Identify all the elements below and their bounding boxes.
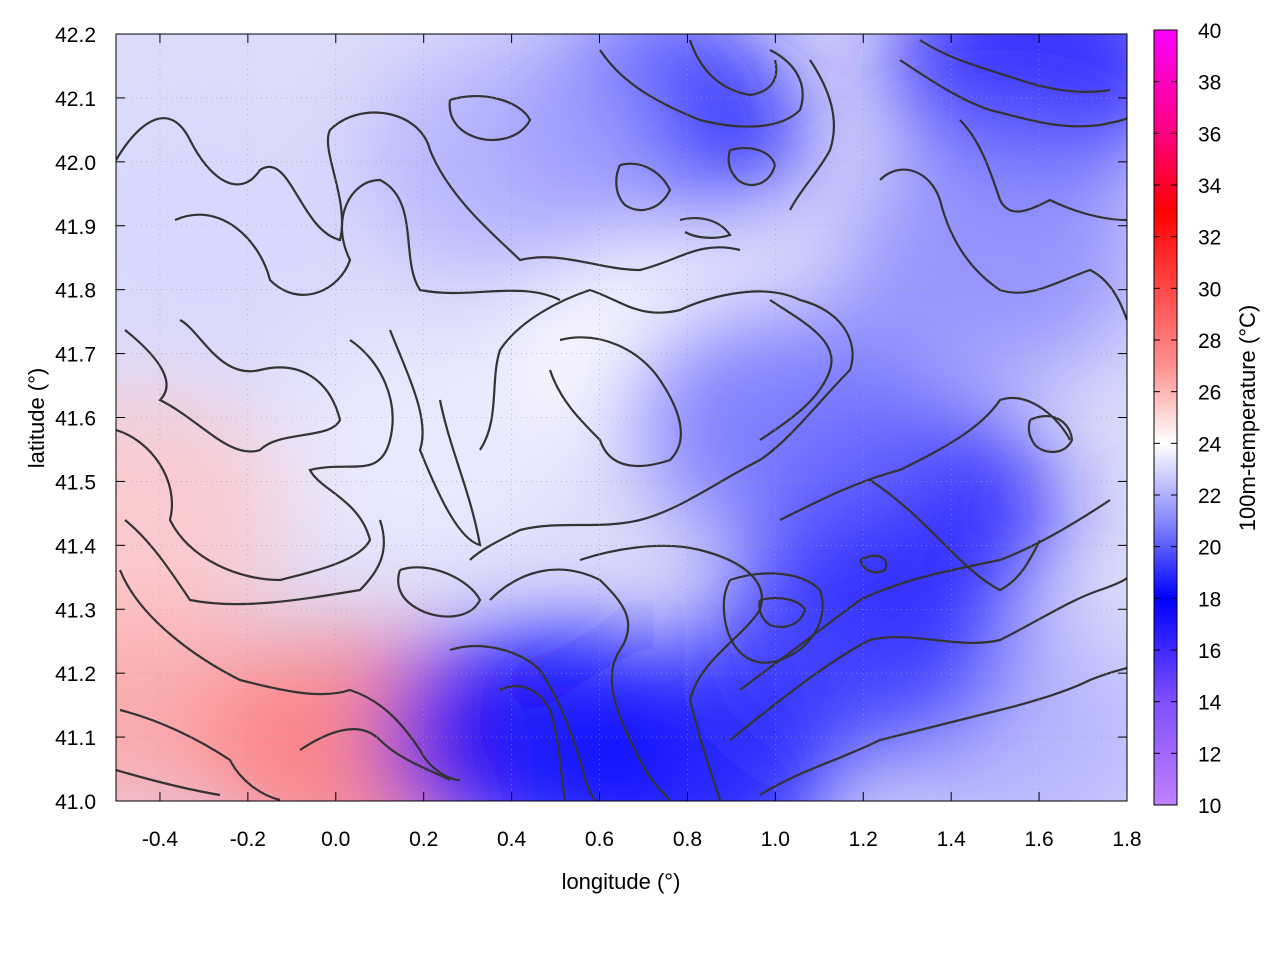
- x-tick-label: 1.6: [1024, 828, 1053, 851]
- contour-line: [899, 59, 1127, 128]
- contour-line: [688, 39, 778, 97]
- x-tick-label: 0.0: [321, 828, 350, 851]
- y-tick-label: 41.4: [55, 535, 96, 558]
- y-axis-ticks: 41.0 41.1 41.2 41.3 41.4 41.5 41.6 41.7 41.8 41.9…: [55, 24, 1127, 814]
- colorbar-tick-label: 38: [1198, 72, 1221, 95]
- contour-line: [548, 336, 682, 468]
- contour-line: [599, 49, 804, 128]
- colorbar-tick-label: 16: [1198, 640, 1221, 663]
- y-tick-label: 41.7: [55, 344, 96, 367]
- colorbar-tick-label: 40: [1198, 20, 1221, 43]
- y-tick-label: 41.9: [55, 216, 96, 239]
- colorbar-tick-label: 24: [1198, 433, 1222, 456]
- y-tick-label: 41.0: [55, 791, 96, 814]
- contour-line: [116, 768, 221, 797]
- x-axis-label: longitude (°): [562, 869, 681, 894]
- x-tick-label: 1.8: [1112, 828, 1141, 851]
- colorbar-tick-label: 10: [1198, 795, 1221, 818]
- x-tick-label: 0.2: [409, 828, 438, 851]
- contour-line: [779, 397, 1071, 521]
- colorbar-tick-label: 32: [1198, 227, 1221, 250]
- contour-line: [879, 168, 1127, 321]
- heatmap-blobs: [116, 34, 1127, 801]
- y-tick-label: 42.2: [55, 24, 96, 47]
- contour-line: [448, 95, 532, 142]
- contour-line: [397, 566, 482, 618]
- contour-line: [469, 288, 854, 561]
- contour-line: [729, 577, 1127, 741]
- y-tick-label: 41.1: [55, 727, 96, 750]
- colorbar-label: 100m-temperature (°C): [1235, 305, 1260, 531]
- heatmap-cell: [713, 521, 1014, 762]
- colorbar: [1153, 29, 1178, 806]
- y-tick-label: 41.3: [55, 599, 96, 622]
- contour-lines: [116, 39, 1127, 801]
- contour-line: [869, 479, 1041, 592]
- contour-line: [858, 554, 888, 574]
- x-tick-label: -0.2: [230, 828, 266, 851]
- contour-line: [789, 59, 835, 211]
- y-tick-label: 42.1: [55, 88, 96, 111]
- contour-line: [174, 178, 561, 301]
- contour-line: [489, 568, 671, 801]
- contour-line: [679, 217, 732, 239]
- contour-line: [388, 329, 482, 547]
- x-tick-label: 0.4: [497, 828, 527, 851]
- contour-line: [759, 299, 833, 441]
- contour-line: [758, 596, 807, 628]
- contour-line: [759, 666, 1127, 796]
- colorbar-tick-label: 36: [1198, 123, 1221, 146]
- contour-line: [615, 162, 672, 212]
- y-tick-label: 42.0: [55, 152, 96, 175]
- contour-line: [119, 708, 281, 801]
- contour-line: [116, 111, 741, 272]
- contour-line: [919, 39, 1111, 94]
- x-axis-ticks: -0.4 -0.2 0.0 0.2 0.4 0.6 0.8 1.0 1.2 1.4 1.6 1.8: [142, 34, 1142, 851]
- contour-line: [1027, 415, 1074, 453]
- heatmap-cell: [116, 393, 288, 634]
- colorbar-tick-label: 18: [1198, 588, 1221, 611]
- colorbar-ticks: 10 12 14 16 18 20 22 24 26 28 30 32 34 36 38 40: [1154, 20, 1222, 818]
- colorbar-tick-label: 26: [1198, 382, 1221, 405]
- heatmap-cell: [625, 297, 926, 538]
- x-tick-label: 0.6: [585, 828, 614, 851]
- x-tick-label: -0.4: [142, 828, 179, 851]
- contour-line: [124, 319, 342, 453]
- contour-line: [499, 685, 567, 801]
- y-tick-label: 41.6: [55, 408, 96, 431]
- colorbar-tick-label: 14: [1198, 692, 1222, 715]
- colorbar-tick-label: 30: [1198, 278, 1221, 301]
- y-axis-label: latitude (°): [24, 368, 49, 469]
- colorbar-tick-label: 20: [1198, 537, 1221, 560]
- colorbar-tick-label: 34: [1198, 175, 1222, 198]
- contour-line: [116, 339, 394, 582]
- colorbar-tick-label: 12: [1198, 743, 1221, 766]
- y-tick-label: 41.5: [55, 471, 96, 494]
- contour-line: [124, 519, 385, 606]
- heatmap-field: [116, 34, 1127, 801]
- x-tick-label: 1.4: [937, 828, 967, 851]
- heatmap-cell: [845, 137, 1127, 378]
- y-tick-label: 41.2: [55, 663, 96, 686]
- colorbar-tick-label: 22: [1198, 485, 1221, 508]
- contour-line: [727, 147, 777, 187]
- contour-line: [118, 569, 461, 782]
- contour-line: [739, 499, 1111, 691]
- contour-line: [299, 728, 451, 781]
- colorbar-tick-label: 28: [1198, 330, 1221, 353]
- x-tick-label: 0.8: [673, 828, 702, 851]
- contour-line: [449, 644, 596, 801]
- heatmap-cell: [116, 105, 354, 346]
- x-tick-label: 1.2: [849, 828, 878, 851]
- y-tick-label: 41.8: [55, 280, 96, 303]
- contour-line: [959, 119, 1127, 222]
- x-tick-label: 1.0: [761, 828, 790, 851]
